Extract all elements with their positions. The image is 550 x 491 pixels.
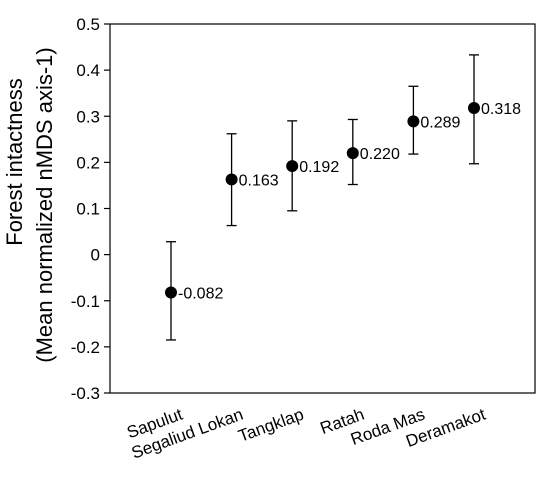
data-point bbox=[225, 173, 238, 186]
y-axis-ticks: -0.3 -0.2 -0.1 0 0.1 0.2 0.3 0.4 0.5 bbox=[71, 15, 110, 403]
y-tick-label: -0.2 bbox=[71, 338, 100, 357]
plot-frame bbox=[109, 23, 536, 394]
data-point-group: 0.192 bbox=[286, 120, 339, 212]
data-point-group: 0.163 bbox=[225, 133, 279, 227]
data-point bbox=[165, 286, 177, 299]
data-label: 0.289 bbox=[420, 114, 460, 131]
data-point bbox=[346, 147, 359, 160]
data-point-group: 0.220 bbox=[346, 118, 400, 186]
data-point bbox=[407, 115, 420, 128]
data-label: 0.220 bbox=[360, 146, 400, 163]
y-tick-label: 0 bbox=[91, 246, 100, 265]
y-tick-label: 0.3 bbox=[76, 107, 100, 126]
data-label: 0.318 bbox=[481, 101, 521, 118]
y-axis-title-line1: Forest intactness bbox=[2, 78, 27, 246]
data-point-group: -0.082 bbox=[165, 241, 223, 341]
x-category-label: Tangklap bbox=[236, 405, 306, 446]
data-label: -0.082 bbox=[178, 285, 223, 302]
y-tick-label: 0.4 bbox=[76, 61, 100, 80]
plot-border bbox=[109, 23, 536, 394]
data-label: 0.192 bbox=[299, 159, 339, 176]
y-axis-title-line2: (Mean normalized nMDS axis-1) bbox=[32, 47, 57, 362]
data-point bbox=[286, 160, 299, 173]
y-axis-title: Forest intactness (Mean normalized nMDS … bbox=[2, 47, 57, 362]
y-tick-label: 0.2 bbox=[76, 153, 100, 172]
y-tick-label: 0.1 bbox=[76, 200, 100, 219]
data-label: 0.163 bbox=[239, 172, 279, 189]
y-tick-label: -0.1 bbox=[71, 292, 100, 311]
data-point-group: 0.318 bbox=[468, 54, 521, 165]
data-point-group: 0.289 bbox=[407, 85, 461, 155]
data-point bbox=[468, 101, 480, 114]
y-tick-label: -0.3 bbox=[71, 384, 100, 403]
y-tick-label: 0.5 bbox=[76, 15, 100, 34]
data-marks: -0.082 0.163 0.192 0.220 0.289 0.318 bbox=[165, 54, 521, 341]
